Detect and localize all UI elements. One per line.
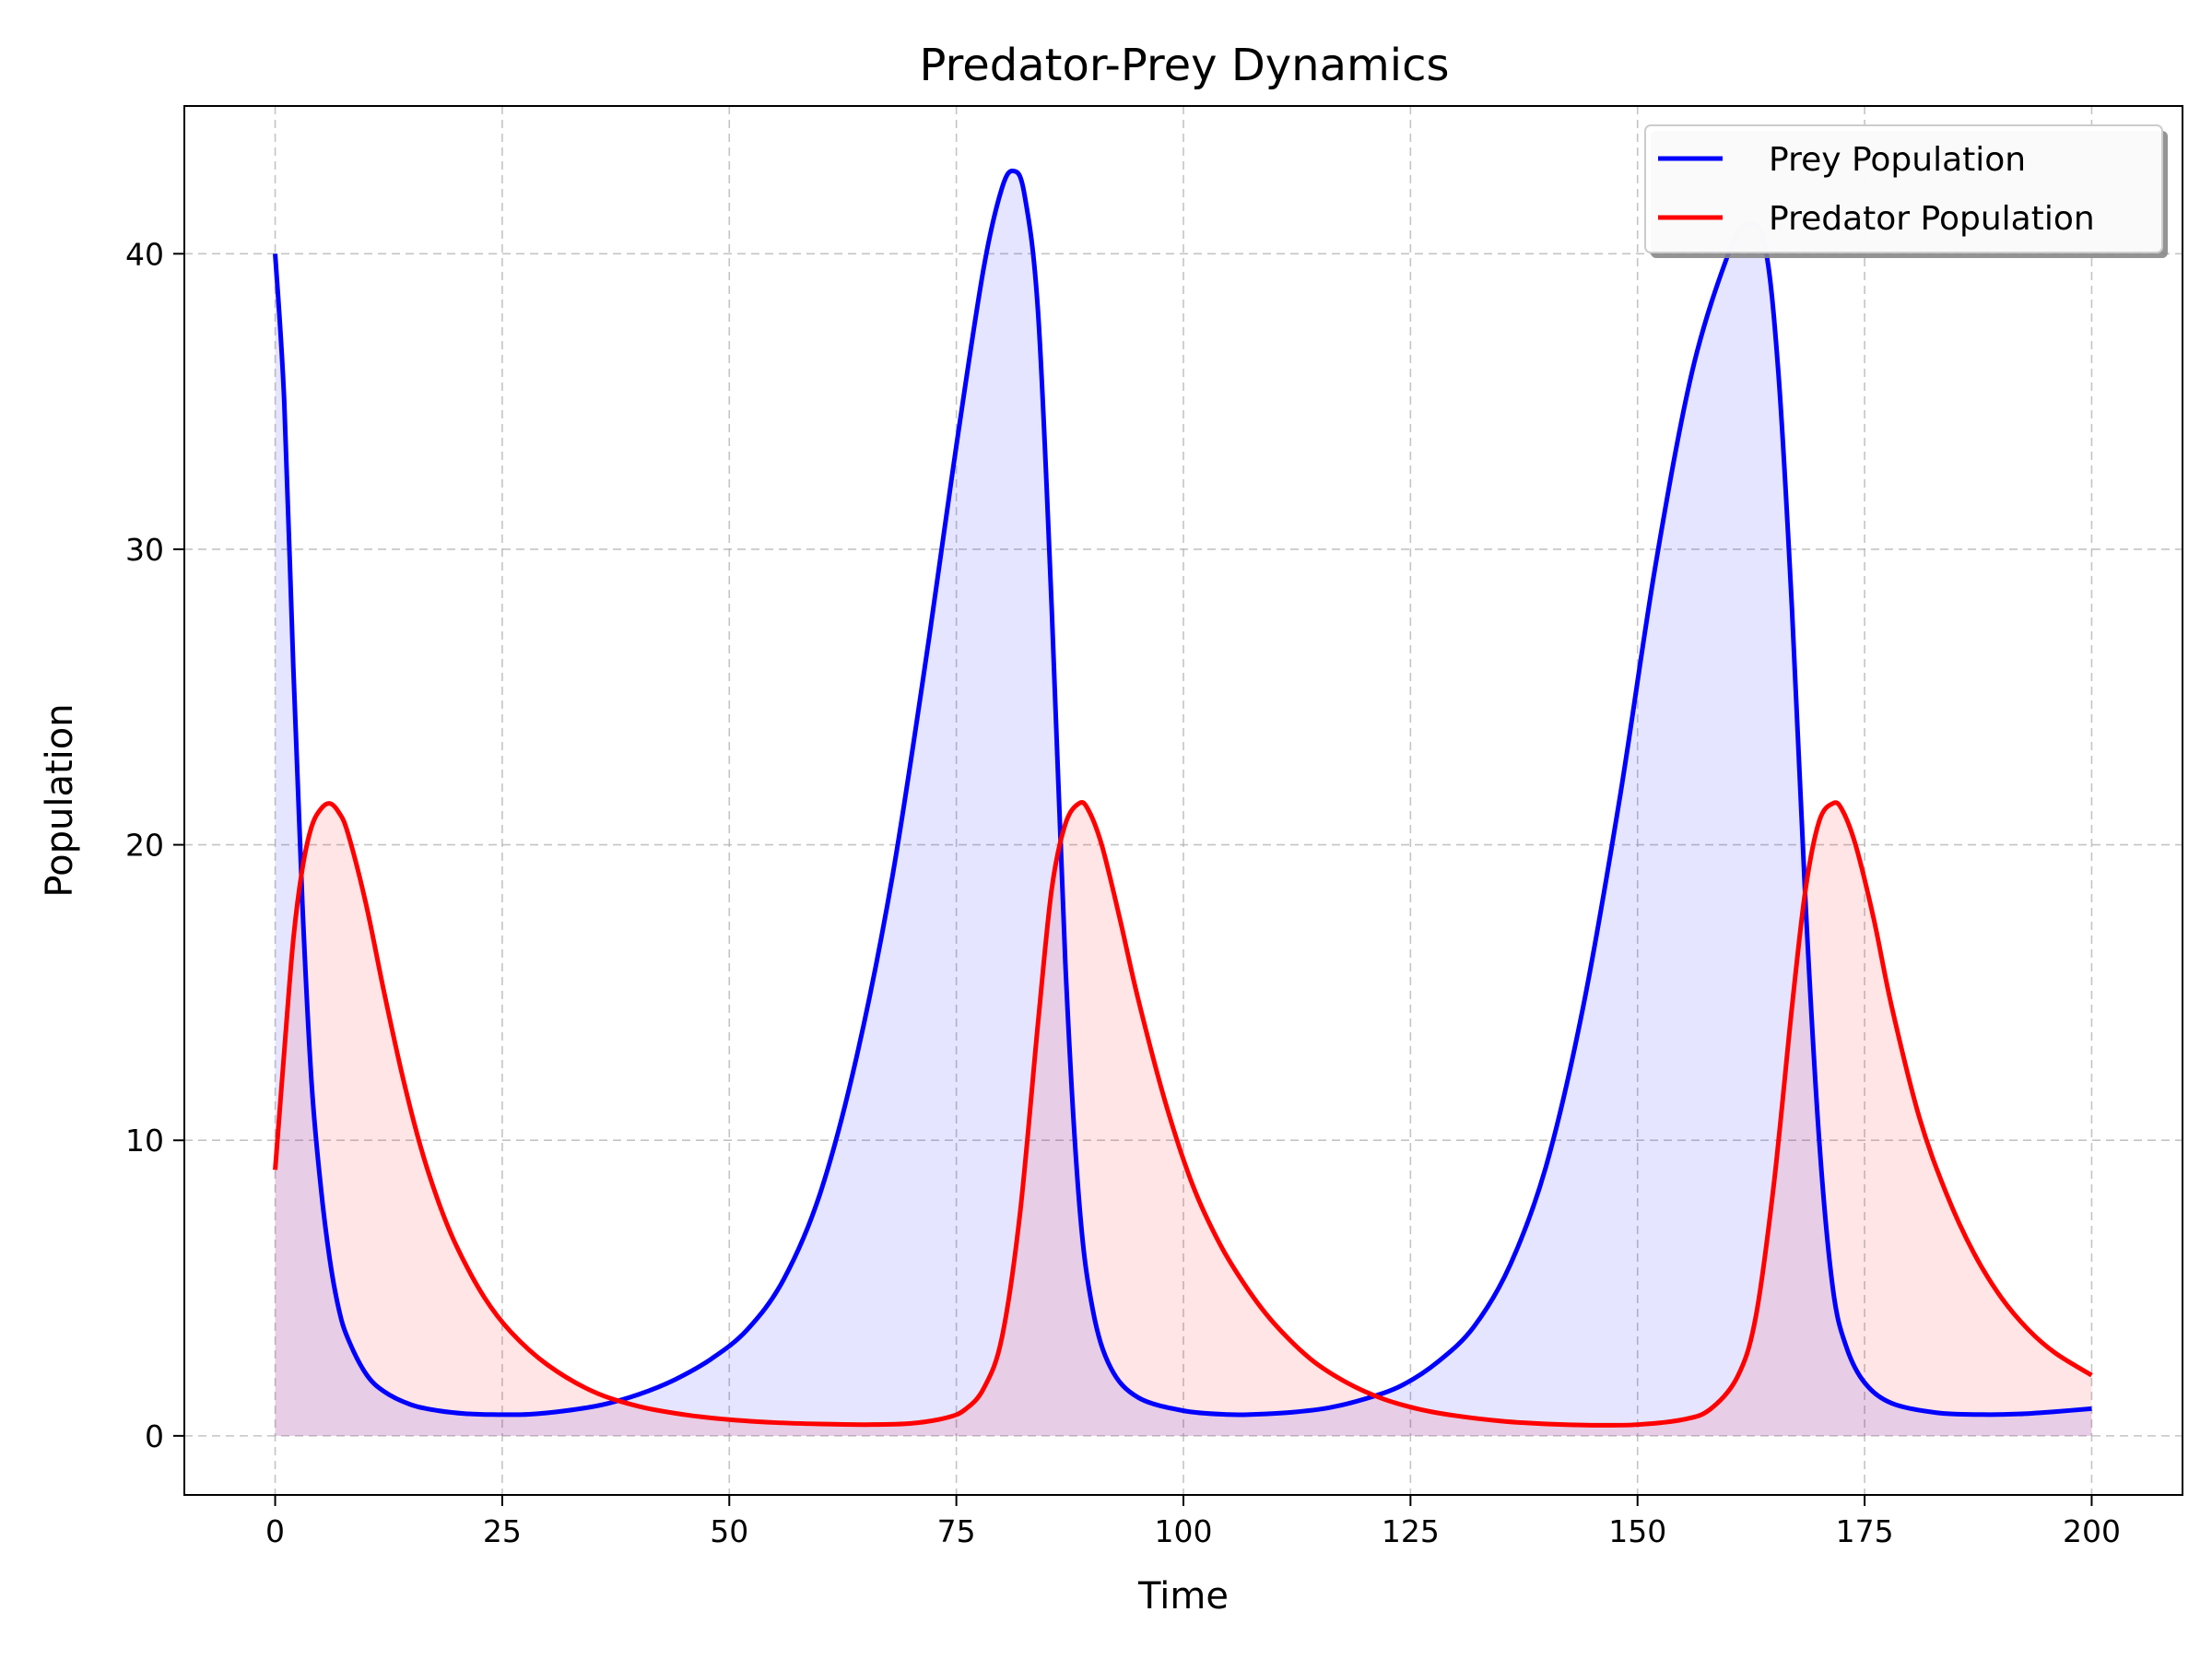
x-axis-label: Time	[1137, 1575, 1229, 1618]
series-area-0	[275, 171, 2092, 1436]
y-axis-label: Population	[39, 703, 81, 897]
x-tick-label: 175	[1836, 1513, 1894, 1549]
x-tick-label: 0	[265, 1513, 285, 1549]
legend: Prey Population Predator Population	[1644, 124, 2168, 258]
x-tick-label: 100	[1155, 1513, 1213, 1549]
y-tick-label: 30	[125, 532, 164, 568]
x-tick-label: 150	[1608, 1513, 1666, 1549]
x-tick-label: 25	[483, 1513, 522, 1549]
legend-label-0: Prey Population	[1769, 141, 2026, 179]
y-tick-label: 0	[145, 1418, 164, 1454]
x-tick-label: 200	[2063, 1513, 2121, 1549]
x-axis: 0 25 50 75 100 125 150 175 200	[265, 1495, 2121, 1549]
y-tick-label: 40	[125, 236, 164, 272]
x-tick-label: 50	[710, 1513, 748, 1549]
series-lines	[273, 168, 2093, 1428]
series-line-0	[273, 168, 2092, 1418]
series-line-1	[273, 800, 2093, 1428]
y-tick-label: 10	[125, 1123, 164, 1159]
grid	[184, 106, 2183, 1495]
x-tick-label: 125	[1382, 1513, 1440, 1549]
chart-title: Predator-Prey Dynamics	[919, 40, 1449, 91]
area-fills	[275, 171, 2092, 1436]
x-tick-label: 75	[937, 1513, 976, 1549]
legend-box	[1644, 124, 2163, 253]
y-tick-label: 20	[125, 828, 164, 864]
legend-label-1: Predator Population	[1769, 200, 2095, 238]
y-axis: 0 10 20 30 40	[125, 236, 184, 1454]
series-area-1	[275, 802, 2092, 1436]
